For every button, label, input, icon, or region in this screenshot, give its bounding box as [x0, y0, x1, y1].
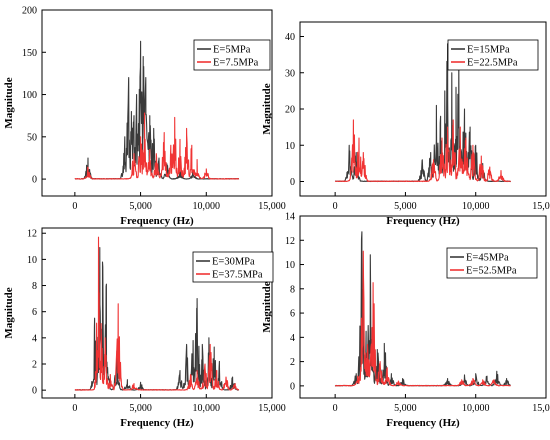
- x-tick-label: 0: [333, 201, 338, 212]
- y-tick-label: 8: [32, 281, 37, 292]
- y-tick-label: 14: [285, 212, 295, 223]
- legend-label: E=15MPa: [467, 45, 510, 56]
- x-tick-label: 5,000: [129, 403, 152, 414]
- legend-box: [447, 39, 539, 71]
- y-axis-title: Magnitude: [3, 287, 15, 338]
- legend-label: E=5MPa: [213, 45, 251, 56]
- legend-box: [446, 247, 538, 279]
- x-tick-label: 10,000: [193, 201, 221, 212]
- y-tick-label: 50: [27, 132, 37, 143]
- legend-label: E=45MPa: [466, 253, 509, 264]
- legend: E=45MPa E=52.5MPa: [446, 247, 538, 279]
- series-line-2: [334, 119, 511, 183]
- chart-panel-2: 0 5,000 10,000 15,000 0 10 20 30 40 Frequency (Hz…: [261, 21, 550, 227]
- plot-frame: [41, 9, 273, 197]
- y-tick-label: 6: [32, 307, 37, 318]
- y-tick-label: 200: [22, 6, 37, 17]
- x-tick-label: 15,000: [258, 201, 286, 212]
- legend-label: E=7.5MPa: [213, 58, 259, 69]
- x-tick-label: 0: [72, 403, 77, 414]
- legend: E=5MPa E=7.5MPa: [193, 39, 271, 71]
- y-tick-label: 100: [22, 90, 37, 101]
- y-tick-label: 10: [285, 141, 295, 152]
- x-tick-label: 5,000: [394, 403, 417, 414]
- x-tick-label: 15,000: [532, 201, 550, 212]
- series-line-2: [74, 112, 240, 180]
- x-tick-label: 0: [72, 201, 77, 212]
- y-tick-label: 150: [22, 48, 37, 59]
- x-axis-title: Frequency (Hz): [120, 417, 194, 429]
- legend-label: E=52.5MPa: [466, 266, 517, 277]
- x-axis-title: Frequency (Hz): [386, 417, 460, 429]
- series-line-2: [334, 250, 511, 387]
- y-tick-label: 0: [290, 381, 295, 392]
- plot-frame: [299, 215, 547, 399]
- x-tick-label: 10,000: [462, 201, 490, 212]
- plot-frame: [41, 227, 273, 399]
- chart-panel-4: 0 5,000 10,000 15,000 0 2 4 6 8 10 12 14 Frequency (…: [261, 212, 550, 430]
- y-tick-label: 0: [290, 177, 295, 188]
- legend: E=15MPa E=22.5MPa: [447, 39, 539, 71]
- y-axis-title: Magnitude: [261, 83, 273, 134]
- y-tick-label: 12: [285, 236, 295, 247]
- legend-box: [192, 251, 274, 283]
- y-axis-title: Magnitude: [3, 77, 15, 128]
- y-tick-label: 10: [285, 260, 295, 271]
- y-tick-label: 0: [32, 175, 37, 186]
- y-tick-label: 8: [290, 284, 295, 295]
- x-tick-label: 10,000: [193, 403, 221, 414]
- y-tick-label: 4: [290, 333, 295, 344]
- chart-panel-1: 0 5,000 10,000 15,000 0 50 100 150 200 Frequency …: [3, 6, 286, 228]
- series-line-2: [74, 236, 240, 391]
- y-tick-label: 10: [27, 255, 37, 266]
- y-axis-title: Magnitude: [261, 281, 273, 332]
- y-tick-label: 12: [27, 229, 37, 240]
- y-tick-label: 2: [290, 357, 295, 368]
- y-tick-label: 2: [32, 360, 37, 371]
- legend-label: E=37.5MPa: [212, 270, 263, 281]
- chart-panel-3: 0 5,000 10,000 15,000 0 2 4 6 8 10 12 Frequency (Hz…: [3, 227, 286, 429]
- y-tick-label: 0: [32, 386, 37, 397]
- legend-label: E=30MPa: [212, 257, 255, 268]
- x-axis-title: Frequency (Hz): [120, 215, 194, 227]
- x-tick-label: 0: [333, 403, 338, 414]
- legend-label: E=22.5MPa: [467, 58, 518, 69]
- x-tick-label: 5,000: [394, 201, 417, 212]
- x-tick-label: 10,000: [462, 403, 490, 414]
- legend: E=30MPa E=37.5MPa: [192, 251, 274, 283]
- y-tick-label: 4: [32, 333, 37, 344]
- x-tick-label: 15,000: [532, 403, 550, 414]
- y-tick-label: 30: [285, 68, 295, 79]
- x-tick-label: 5,000: [129, 201, 152, 212]
- y-tick-label: 20: [285, 105, 295, 116]
- y-tick-label: 6: [290, 309, 295, 320]
- x-tick-label: 15,000: [258, 403, 286, 414]
- y-tick-label: 40: [285, 32, 295, 43]
- x-axis-title: Frequency (Hz): [386, 215, 460, 227]
- legend-box: [193, 39, 271, 71]
